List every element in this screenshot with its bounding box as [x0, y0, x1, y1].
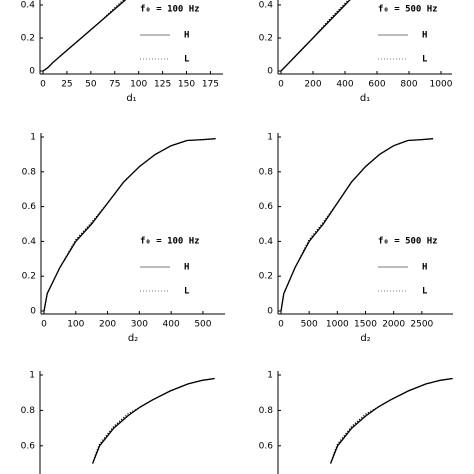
x-tick-label: 200: [99, 320, 116, 330]
x-tick-label: 50: [85, 80, 97, 90]
x-tick-label: 25: [61, 80, 72, 90]
legend-label: L: [184, 55, 190, 65]
x-tick-label: 600: [368, 80, 385, 90]
annotation: f₀ = 500 Hz: [378, 5, 438, 15]
y-tick-label: 0.8: [22, 167, 37, 177]
legend-label: H: [184, 263, 189, 273]
x-tick-label: 2500: [410, 320, 433, 330]
legend-label: L: [422, 55, 428, 65]
x-tick-label: 0: [278, 80, 284, 90]
x-tick-label: 500: [301, 320, 318, 330]
x-tick-label: 0: [40, 80, 46, 90]
x-tick-label: 500: [194, 320, 211, 330]
legend-label: L: [184, 287, 190, 297]
x-tick-label: 1500: [354, 320, 377, 330]
x-tick-label: 400: [336, 80, 353, 90]
x-tick-label: 800: [400, 80, 417, 90]
x-tick-label: 1000: [326, 320, 349, 330]
y-tick-label: 0.6: [259, 441, 274, 451]
series-line: [43, 138, 216, 312]
y-tick-label: 0.2: [259, 34, 273, 44]
x-tick-label: 100: [130, 80, 147, 90]
series-line: [42, 0, 127, 72]
y-tick-label: 0.8: [21, 406, 36, 416]
y-tick-label: 0.2: [22, 272, 36, 282]
y-tick-label: 0.6: [22, 202, 37, 212]
series-line: [91, 377, 215, 464]
x-tick-label: 175: [202, 80, 219, 90]
x-tick-label: 75: [109, 80, 120, 90]
series-line: [43, 138, 216, 312]
legend-label: H: [422, 263, 427, 273]
y-tick-label: 0: [30, 307, 36, 317]
y-tick-label: 0.6: [21, 441, 36, 451]
x-tick-label: 0: [41, 320, 47, 330]
y-tick-label: 0.8: [259, 167, 274, 177]
y-tick-label: 0.4: [22, 237, 37, 247]
x-tick-label: 200: [304, 80, 321, 90]
y-tick-label: 0: [29, 67, 35, 77]
x-tick-label: 0: [278, 320, 284, 330]
y-tick-label: 0.4: [259, 237, 274, 247]
y-tick-label: 0.4: [21, 1, 36, 11]
y-tick-label: 0.2: [259, 272, 273, 282]
series-line: [280, 138, 434, 312]
x-tick-label: 1000: [430, 80, 453, 90]
legend-label: H: [184, 31, 189, 41]
x-tick-label: 125: [154, 80, 171, 90]
legend-label: L: [422, 287, 428, 297]
y-tick-label: 1: [30, 133, 36, 143]
legend-label: H: [422, 31, 427, 41]
x-tick-label: 300: [131, 320, 148, 330]
y-tick-label: 0.2: [21, 34, 35, 44]
series-line: [280, 0, 350, 72]
y-tick-label: 0: [267, 307, 273, 317]
series-line: [329, 377, 453, 464]
series-line: [92, 377, 215, 464]
y-tick-label: 0.6: [259, 202, 274, 212]
x-tick-label: 150: [178, 80, 195, 90]
annotation: f₀ = 100 Hz: [140, 237, 200, 247]
x-tick-label: 100: [67, 320, 84, 330]
y-tick-label: 0.4: [259, 1, 274, 11]
y-tick-label: 1: [29, 371, 35, 381]
series-line: [280, 138, 434, 312]
annotation: f₀ = 100 Hz: [140, 5, 200, 15]
x-axis-label: d₁: [126, 93, 136, 104]
y-tick-label: 0.8: [259, 406, 274, 416]
x-axis-label: d₂: [128, 333, 138, 344]
x-axis-label: d₂: [360, 333, 370, 344]
y-tick-label: 1: [267, 133, 273, 143]
y-tick-label: 1: [267, 371, 273, 381]
series-line: [330, 377, 453, 464]
x-tick-label: 2000: [382, 320, 405, 330]
y-tick-label: 0: [267, 67, 273, 77]
x-tick-label: 400: [163, 320, 180, 330]
annotation: f₀ = 500 Hz: [378, 237, 438, 247]
x-axis-label: d₁: [360, 93, 370, 104]
